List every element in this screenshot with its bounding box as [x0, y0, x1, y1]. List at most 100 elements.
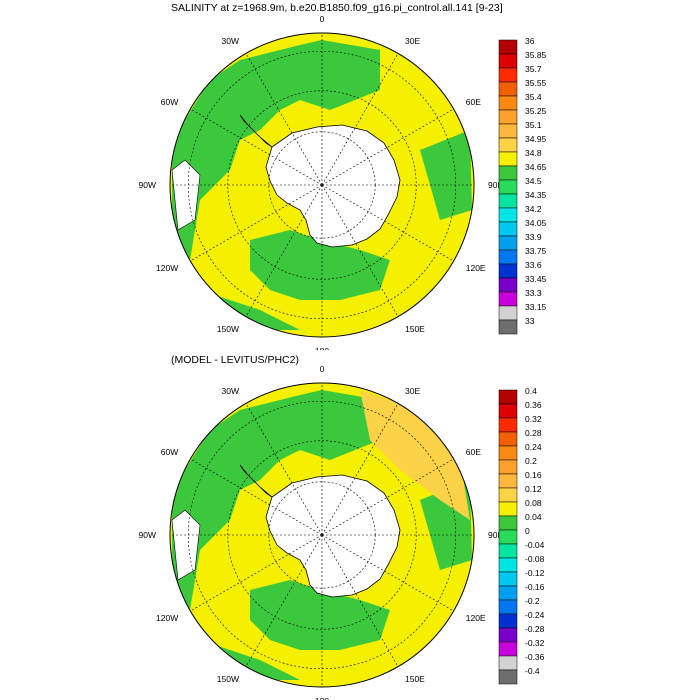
- colorbar-label: 0.36: [525, 400, 542, 410]
- colorbar-label: 35.55: [525, 78, 547, 88]
- colorbar-label: 35.25: [525, 106, 547, 116]
- colorbar-swatch: [498, 137, 518, 153]
- meridian-line: [321, 403, 399, 536]
- field-patch: [250, 230, 390, 300]
- colorbar-label: 34.95: [525, 134, 547, 144]
- meridian-line: [245, 534, 323, 667]
- colorbar-swatch: [498, 389, 518, 405]
- meridian-line: [245, 53, 323, 186]
- colorbar-label: -0.04: [525, 540, 545, 550]
- colorbar-label: 35.1: [525, 120, 542, 130]
- map-boundary: [169, 32, 475, 338]
- colorbar-swatch: [498, 627, 518, 643]
- colorbar-swatch: [498, 53, 518, 69]
- colorbar-swatch: [498, 305, 518, 321]
- colorbar-swatch: [498, 249, 518, 265]
- colorbar-swatch: [498, 291, 518, 307]
- latitude-circle: [227, 90, 417, 280]
- antarctica-landmass: [265, 124, 401, 248]
- colorbar-swatch: [498, 319, 518, 335]
- meridian-line: [190, 534, 323, 612]
- longitude-label: 150E: [405, 324, 425, 334]
- colorbar-label: 33.75: [525, 246, 547, 256]
- colorbar-label: -0.36: [525, 652, 545, 662]
- field-patch: [250, 580, 390, 650]
- colorbar-label: -0.28: [525, 624, 545, 634]
- colorbar-label: 0.32: [525, 414, 542, 424]
- longitude-label: 120W: [156, 263, 178, 273]
- colorbar-swatch: [498, 613, 518, 629]
- field-patch: [172, 390, 380, 610]
- colorbar-swatch: [498, 179, 518, 195]
- colorbar-swatch: [498, 529, 518, 545]
- meridian-line: [321, 458, 454, 536]
- colorbar-label: 34.5: [525, 176, 542, 186]
- longitude-label: 120E: [466, 263, 486, 273]
- meridian-line: [321, 184, 454, 262]
- antarctic-peninsula: [239, 114, 273, 148]
- colorbar-swatch: [498, 431, 518, 447]
- colorbar-swatch: [498, 417, 518, 433]
- colorbar-label: 33.9: [525, 232, 542, 242]
- colorbar-label: -0.4: [525, 666, 540, 676]
- colorbar-swatch: [498, 67, 518, 83]
- longitude-label: 120E: [466, 613, 486, 623]
- colorbar-swatch: [498, 95, 518, 111]
- latitude-circle: [227, 440, 417, 630]
- colorbar-swatch: [498, 571, 518, 587]
- meridian-line: [190, 458, 323, 536]
- meridian-line: [321, 184, 399, 317]
- meridian-line: [321, 53, 399, 186]
- colorbar-swatch: [498, 39, 518, 55]
- meridian-line: [321, 108, 454, 186]
- map-boundary: [169, 382, 475, 688]
- longitude-label: 60W: [161, 97, 178, 107]
- colorbar-label: 34.05: [525, 218, 547, 228]
- colorbar-label: 0.24: [525, 442, 542, 452]
- colorbar-label: 0.4: [525, 386, 537, 396]
- colorbar-swatch: [498, 585, 518, 601]
- field-patch-secondary: [360, 390, 470, 520]
- antarctica-landmass: [265, 474, 401, 598]
- colorbar-label: 0.28: [525, 428, 542, 438]
- meridian-line: [321, 534, 399, 667]
- panel-title-difference: (MODEL - LEVITUS/PHC2): [171, 354, 299, 366]
- longitude-label: 60E: [466, 447, 481, 457]
- meridian-line: [190, 184, 323, 262]
- colorbar-label: 35.85: [525, 50, 547, 60]
- longitude-label: 30E: [405, 36, 420, 46]
- longitude-label: 90W: [139, 530, 156, 540]
- colorbar-swatch: [498, 123, 518, 139]
- meridian-line: [245, 403, 323, 536]
- salinity-map-panel: 0 30E 60E 90E 120E 150E 180 150W 120W 90W 60W 30W 36…: [139, 14, 547, 350]
- colorbar-label: 34.2: [525, 204, 542, 214]
- field-patch: [172, 40, 380, 260]
- colorbar-label: 36: [525, 36, 535, 46]
- meridian-line: [245, 184, 323, 317]
- colorbar-label: 35.7: [525, 64, 542, 74]
- colorbar-swatch: [498, 193, 518, 209]
- panel-title-salinity: SALINITY at z=1968.9m, b.e20.B1850.f09_g…: [171, 2, 503, 14]
- colorbar-swatch: [498, 557, 518, 573]
- colorbar-swatch: [498, 655, 518, 671]
- colorbar-label: 34.8: [525, 148, 542, 158]
- antarctic-peninsula: [239, 464, 273, 498]
- colorbar-swatch: [498, 473, 518, 489]
- colorbar-swatch: [498, 403, 518, 419]
- south-america-tip: [171, 509, 201, 581]
- colorbar-label: -0.08: [525, 554, 545, 564]
- colorbar-label: 0.2: [525, 456, 537, 466]
- longitude-label: 60W: [161, 447, 178, 457]
- longitude-label: 150W: [217, 674, 239, 684]
- longitude-label: 90E: [488, 180, 503, 190]
- longitude-label: 120W: [156, 613, 178, 623]
- colorbar-swatch: [498, 487, 518, 503]
- colorbar-swatch: [498, 207, 518, 223]
- colorbar-label: 0.12: [525, 484, 542, 494]
- colorbar-label: 0.16: [525, 470, 542, 480]
- longitude-label: 0: [320, 364, 325, 374]
- colorbar-swatch: [498, 151, 518, 167]
- colorbar-label: 33.45: [525, 274, 547, 284]
- colorbar-label: 34.65: [525, 162, 547, 172]
- colorbar-swatch: [498, 459, 518, 475]
